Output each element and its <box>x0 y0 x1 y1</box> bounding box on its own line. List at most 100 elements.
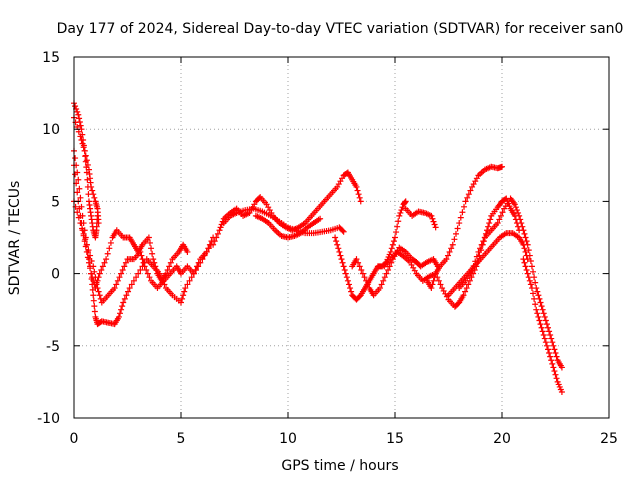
data-point <box>80 144 87 151</box>
data-point <box>380 277 387 284</box>
data-point <box>194 263 201 270</box>
data-point <box>180 292 187 299</box>
data-point <box>148 245 155 252</box>
data-point <box>342 270 349 277</box>
data-point <box>465 281 472 288</box>
series-track-7 <box>220 205 347 237</box>
data-point <box>336 248 343 255</box>
data-point <box>111 285 118 292</box>
data-point <box>82 152 89 159</box>
data-point <box>119 266 126 273</box>
data-point <box>205 245 212 252</box>
data-point <box>383 270 390 277</box>
data-point <box>101 259 108 266</box>
data-point <box>397 209 404 216</box>
series-track-14 <box>445 230 531 299</box>
y-tick-label: -10 <box>37 411 60 427</box>
data-point <box>95 288 102 295</box>
data-point <box>146 274 153 281</box>
data-points <box>71 100 565 396</box>
data-point <box>511 201 518 208</box>
grid-lines <box>74 57 609 418</box>
data-point <box>184 281 191 288</box>
data-point <box>395 218 402 225</box>
data-point <box>448 245 455 252</box>
data-point <box>99 263 106 270</box>
data-point <box>537 299 544 306</box>
data-point <box>82 236 89 243</box>
data-point <box>519 223 526 230</box>
data-point <box>104 250 111 257</box>
data-point <box>377 285 384 292</box>
y-tick-label: 10 <box>42 122 60 138</box>
data-point <box>523 266 530 273</box>
data-point <box>558 364 565 371</box>
data-point <box>76 185 83 192</box>
y-tick-label: -5 <box>46 339 60 355</box>
data-point <box>522 263 529 270</box>
x-tick-label: 25 <box>600 431 618 447</box>
data-point <box>182 285 189 292</box>
data-point <box>470 263 477 270</box>
data-point <box>355 259 362 266</box>
data-point <box>139 256 146 263</box>
data-point <box>179 295 186 302</box>
data-point <box>393 229 400 236</box>
data-point <box>523 238 530 245</box>
data-point <box>353 256 360 263</box>
data-point <box>345 281 352 288</box>
data-point <box>138 252 145 259</box>
data-point <box>90 191 97 198</box>
data-point <box>178 299 184 306</box>
data-point <box>461 203 468 210</box>
x-tick-label: 0 <box>70 431 79 447</box>
data-point <box>120 299 127 306</box>
data-point <box>216 227 223 234</box>
data-point <box>357 198 364 205</box>
data-point <box>541 313 548 320</box>
data-point <box>473 253 480 260</box>
data-point <box>90 263 97 270</box>
data-point <box>74 189 81 196</box>
data-point <box>496 216 503 223</box>
data-point <box>137 248 144 255</box>
series-track-12 <box>402 205 439 231</box>
data-point <box>121 295 128 302</box>
data-point <box>184 248 191 255</box>
data-point <box>542 317 549 324</box>
data-point <box>211 238 218 245</box>
data-point <box>340 228 347 235</box>
data-point <box>520 227 527 234</box>
data-point <box>75 111 82 118</box>
series-track-16 <box>520 256 565 396</box>
data-point <box>533 306 540 313</box>
data-point <box>452 230 459 237</box>
data-point <box>537 321 544 328</box>
data-point <box>91 194 98 201</box>
data-point <box>83 241 90 248</box>
data-point <box>527 257 534 264</box>
data-point <box>106 245 113 252</box>
data-point <box>538 324 545 331</box>
data-point <box>539 306 546 313</box>
data-point <box>214 230 221 237</box>
data-point <box>78 137 85 144</box>
data-point <box>76 115 83 122</box>
data-point <box>530 268 537 275</box>
data-point <box>88 270 95 277</box>
data-point <box>388 245 395 252</box>
data-point <box>95 220 102 227</box>
data-point <box>399 204 406 211</box>
data-point <box>103 256 110 263</box>
data-point <box>394 223 401 230</box>
data-point <box>91 308 98 315</box>
series-track-8 <box>252 212 324 241</box>
x-tick-label: 20 <box>493 431 511 447</box>
data-point <box>341 266 348 273</box>
data-point <box>521 230 528 237</box>
data-point <box>548 335 555 342</box>
data-point <box>534 310 541 317</box>
data-point <box>344 277 351 284</box>
data-point <box>343 274 350 281</box>
data-point <box>460 292 467 299</box>
